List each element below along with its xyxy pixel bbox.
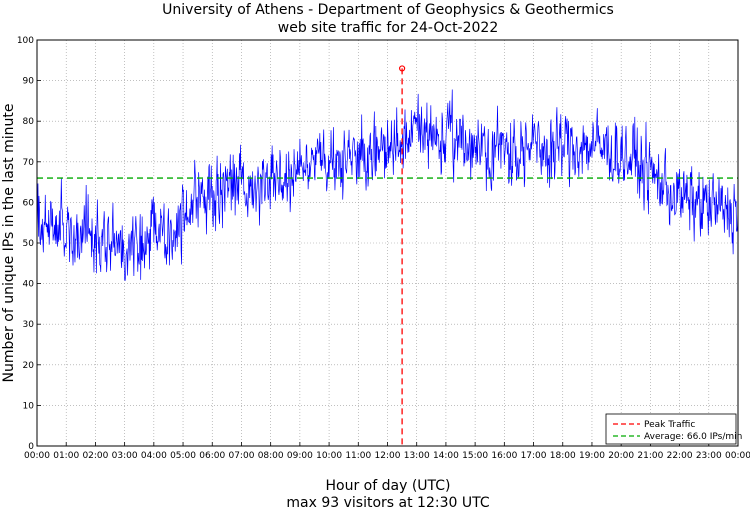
x-tick-label: 02:00: [82, 451, 108, 461]
legend-box: [605, 413, 737, 445]
y-tick-label: 10: [23, 401, 35, 411]
y-tick-label: 90: [23, 77, 35, 87]
chart-subtitle: web site traffic for 24-Oct-2022: [278, 20, 499, 36]
y-tick-label: 70: [23, 158, 35, 168]
x-tick-label: 20:00: [608, 451, 634, 461]
plot-frame: [36, 39, 739, 447]
y-axis-label: Number of unique IPs in the last minute: [1, 104, 17, 383]
y-tick-label: 0: [28, 442, 34, 452]
x-tick-label: 13:00: [404, 451, 430, 461]
peak-marker: [399, 65, 406, 72]
x-tick-label: 07:00: [228, 451, 254, 461]
x-tick-label: 17:00: [521, 451, 547, 461]
x-tick-label: 22:00: [667, 451, 693, 461]
legend-average-label: Average: 66.0 IPs/min: [644, 432, 742, 442]
x-tick-label: 03:00: [112, 451, 138, 461]
x-tick-label: 00:00: [725, 451, 750, 461]
x-tick-label: 10:00: [316, 451, 342, 461]
traffic-line: [36, 89, 739, 281]
x-tick-label: 21:00: [637, 451, 663, 461]
y-tick-label: 30: [23, 320, 35, 330]
data-series: [36, 65, 739, 446]
x-tick-label: 23:00: [696, 451, 722, 461]
chart-title: University of Athens - Department of Geo…: [162, 2, 614, 18]
x-tick-label: 09:00: [287, 451, 313, 461]
x-tick-label: 04:00: [141, 451, 167, 461]
y-tick-label: 100: [17, 36, 34, 46]
y-tick-label: 50: [23, 239, 35, 249]
legend-peak-label: Peak Traffic: [644, 420, 695, 430]
x-tick-label: 00:00: [24, 451, 50, 461]
x-axis-label: Hour of day (UTC): [326, 478, 451, 494]
y-tick-label: 60: [23, 198, 35, 208]
x-tick-label: 06:00: [199, 451, 225, 461]
x-tick-label: 05:00: [170, 451, 196, 461]
x-tick-label: 16:00: [491, 451, 517, 461]
y-tick-label: 40: [23, 280, 35, 290]
y-tick-label: 80: [23, 117, 35, 127]
x-tick-label: 01:00: [53, 451, 79, 461]
x-tick-label: 15:00: [462, 451, 488, 461]
max-visitors-note: max 93 visitors at 12:30 UTC: [286, 495, 489, 511]
x-tick-label: 11:00: [345, 451, 371, 461]
x-tick-label: 14:00: [433, 451, 459, 461]
x-tick-label: 08:00: [258, 451, 284, 461]
x-tick-label: 18:00: [550, 451, 576, 461]
x-tick-labels: 00:00 01:00 02:00 03:00 04:00 05:00 06:00 07:00…: [24, 451, 750, 461]
y-tick-label: 20: [23, 361, 35, 371]
y-tick-labels: 0 10 20 30 40 50 60 70 80 90 100: [17, 36, 34, 452]
x-tick-label: 19:00: [579, 451, 605, 461]
legend: Peak Traffic Average: 66.0 IPs/min: [605, 413, 742, 445]
x-tick-label: 12:00: [375, 451, 401, 461]
